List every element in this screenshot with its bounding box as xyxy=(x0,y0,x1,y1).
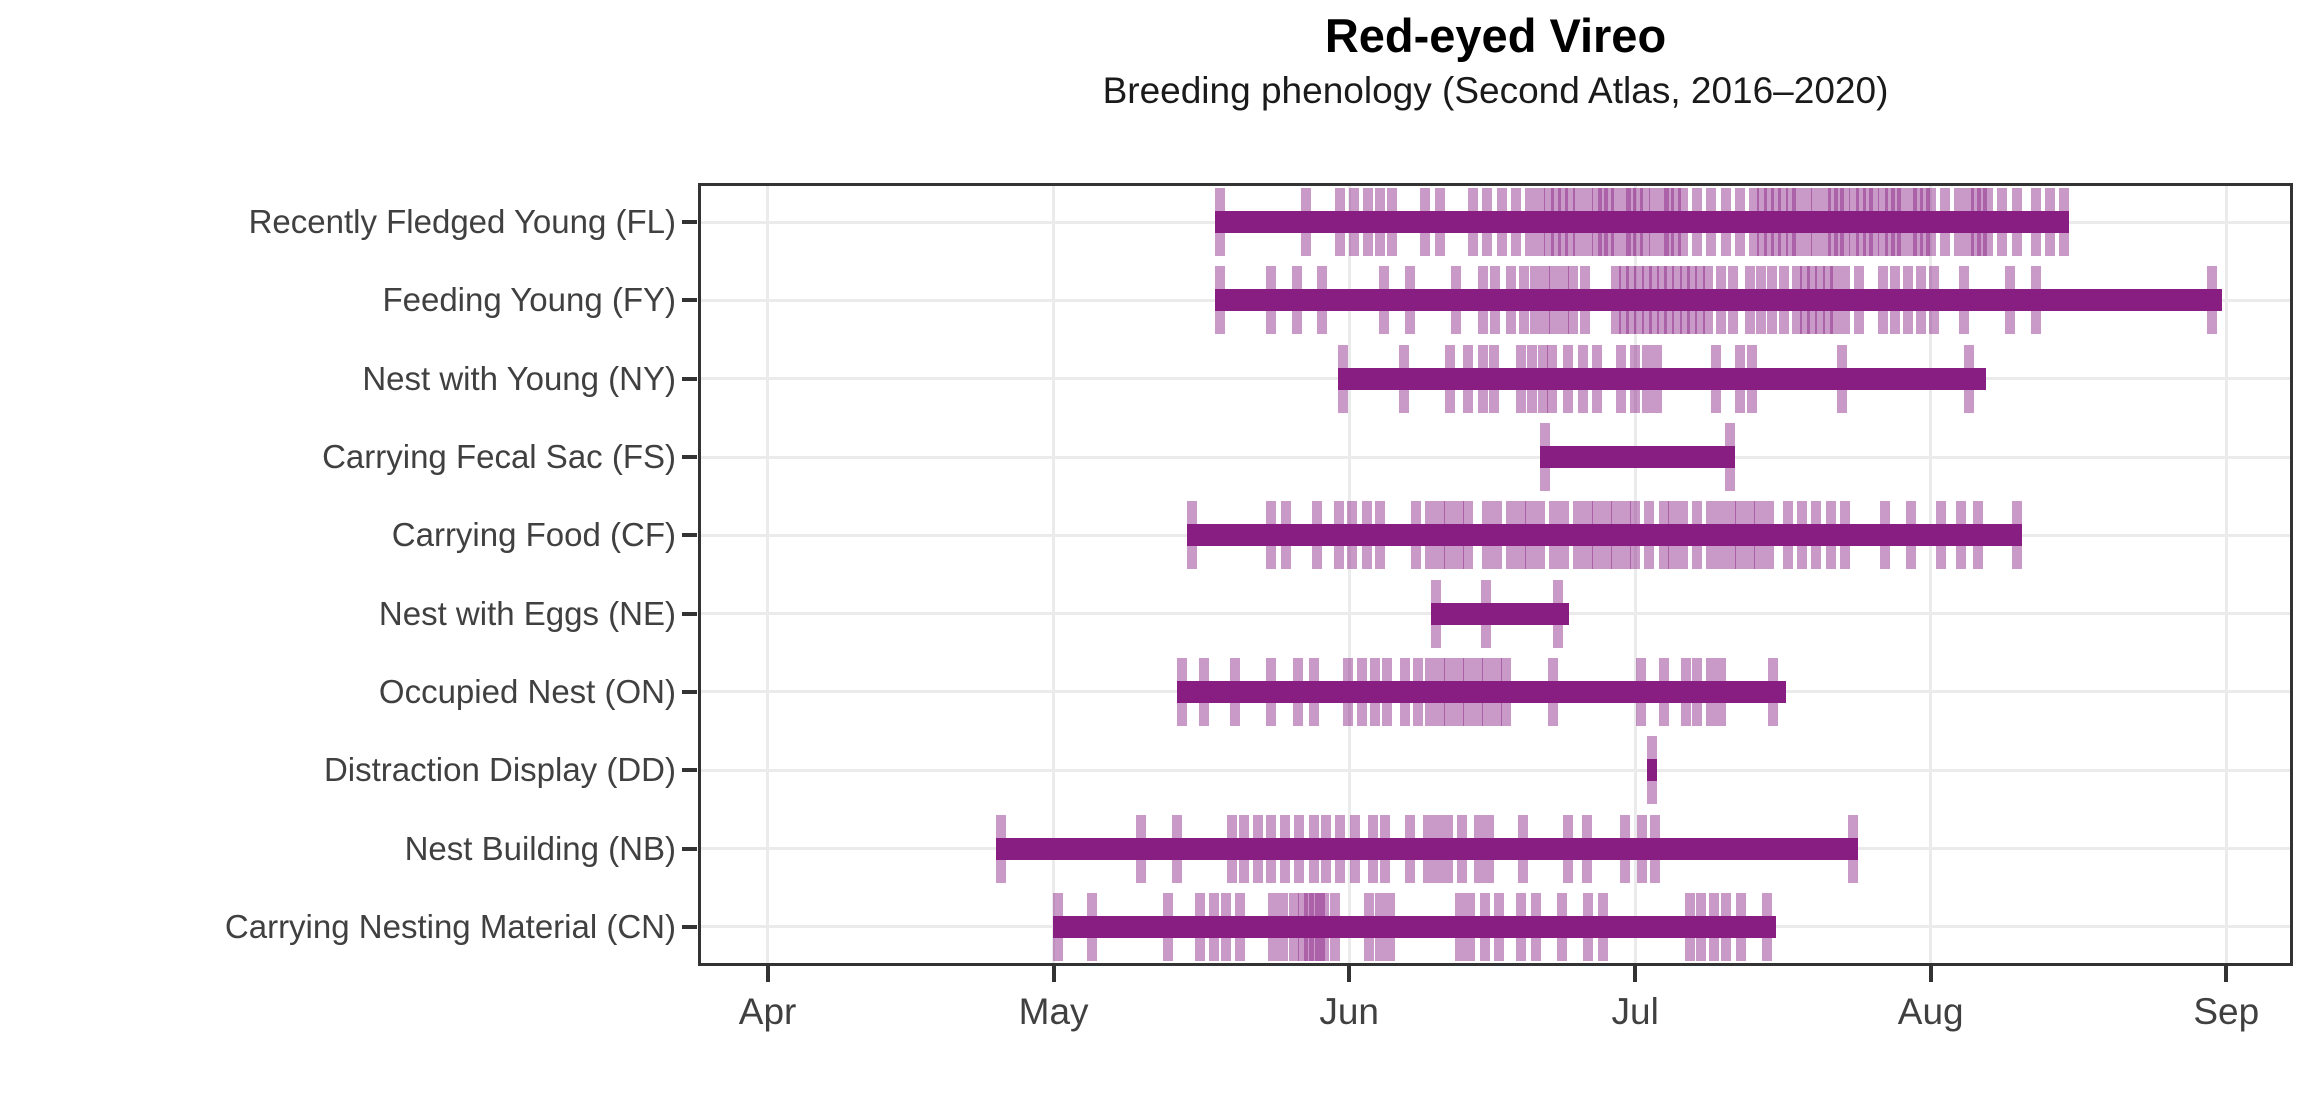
y-axis-tick-dd xyxy=(682,768,697,773)
phenology-range-bar-dd xyxy=(1647,759,1658,782)
y-axis-label-cn: Carrying Nesting Material (CN) xyxy=(224,907,676,945)
phenology-range-bar-on xyxy=(1177,680,1787,703)
y-axis-label-fs: Carrying Fecal Sac (FS) xyxy=(322,438,676,476)
gridline-month-apr xyxy=(766,186,770,963)
y-axis-tick-cn xyxy=(682,924,697,929)
gridline-month-aug xyxy=(1929,186,1933,963)
x-axis-tick-aug xyxy=(1928,966,1933,982)
y-axis-label-nb: Nest Building (NB) xyxy=(404,829,676,867)
phenology-range-bar-cf xyxy=(1186,524,2023,547)
x-axis-label-may: May xyxy=(1018,991,1089,1032)
chart-subtitle: Breeding phenology (Second Atlas, 2016–2… xyxy=(1102,70,1889,111)
x-axis-label-aug: Aug xyxy=(1897,991,1964,1032)
phenology-range-bar-fl xyxy=(1215,211,2070,234)
gridline-row-fs xyxy=(701,455,2290,459)
x-axis-label-jun: Jun xyxy=(1319,991,1379,1032)
x-axis-tick-may xyxy=(1051,966,1056,982)
y-axis-tick-on xyxy=(682,689,697,694)
y-axis-label-fl: Recently Fledged Young (FL) xyxy=(248,203,676,241)
x-axis-tick-sep xyxy=(2224,966,2229,982)
y-axis-tick-fy xyxy=(682,298,697,303)
phenology-range-bar-ne xyxy=(1430,602,1569,625)
x-axis-tick-apr xyxy=(765,966,770,982)
y-axis-label-ne: Nest with Eggs (NE) xyxy=(378,594,676,632)
phenology-range-bar-ny xyxy=(1338,367,1987,390)
phenology-range-bar-fs xyxy=(1539,446,1735,469)
gridline-month-sep xyxy=(2224,186,2228,963)
plot-data-layer xyxy=(698,183,2293,966)
y-axis-label-cf: Carrying Food (CF) xyxy=(391,516,676,554)
gridline-month-jul xyxy=(1633,186,1637,963)
x-axis-label-jul: Jul xyxy=(1611,991,1659,1032)
gridline-row-dd xyxy=(701,768,2290,772)
y-axis-tick-cf xyxy=(682,533,697,538)
plot-panel xyxy=(698,183,2293,966)
phenology-range-bar-cn xyxy=(1053,915,1776,938)
y-axis-label-ny: Nest with Young (NY) xyxy=(362,359,676,397)
y-axis-tick-fs xyxy=(682,455,697,460)
phenology-range-bar-fy xyxy=(1215,289,2222,312)
y-axis-tick-nb xyxy=(682,846,697,851)
x-axis-tick-jul xyxy=(1633,966,1638,982)
phenology-range-bar-nb xyxy=(996,837,1859,860)
y-axis-tick-ne xyxy=(682,611,697,616)
y-axis-tick-ny xyxy=(682,376,697,381)
gridline-month-may xyxy=(1052,186,1056,963)
gridline-month-jun xyxy=(1347,186,1351,963)
x-axis-label-sep: Sep xyxy=(2193,991,2260,1032)
x-axis-label-apr: Apr xyxy=(738,991,797,1032)
x-axis-tick-jun xyxy=(1347,966,1352,982)
y-axis-tick-fl xyxy=(682,220,697,225)
y-axis-label-dd: Distraction Display (DD) xyxy=(323,751,676,789)
y-axis-label-fy: Feeding Young (FY) xyxy=(382,281,676,319)
y-axis-label-on: Occupied Nest (ON) xyxy=(378,672,676,710)
chart-title: Red-eyed Vireo xyxy=(1324,9,1667,62)
